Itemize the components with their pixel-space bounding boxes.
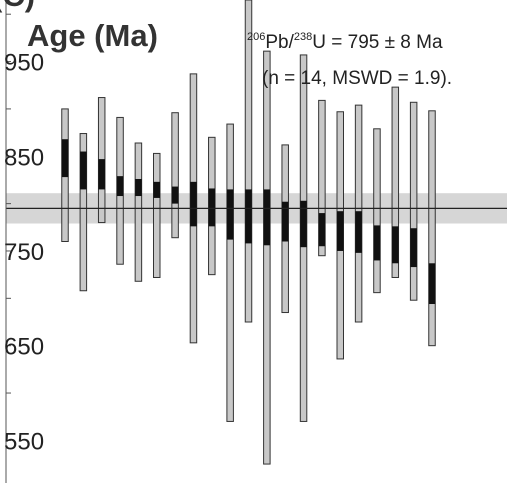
error-bar-inner — [318, 213, 326, 247]
y-tick-label: 950 — [4, 50, 44, 77]
error-bar-inner — [98, 159, 105, 190]
error-bar-inner — [392, 226, 399, 264]
y-tick-label: 850 — [4, 144, 44, 171]
panel-label-partial: (C) — [0, 0, 35, 13]
error-bar-outer — [79, 133, 88, 292]
y-axis: 550 650 750 850 950 — [4, 0, 44, 483]
error-bar-inner — [281, 201, 289, 242]
error-bar-inner — [428, 263, 436, 305]
error-bar-inner — [61, 139, 69, 178]
error-bar-outer — [244, 0, 253, 323]
error-bar-outer — [391, 86, 400, 278]
error-bar-outer — [263, 50, 271, 465]
error-bar-inner — [208, 188, 216, 227]
error-bar-outer — [409, 101, 418, 301]
annotation-line-2: (n = 14, MSWD = 1.9). — [262, 68, 452, 89]
error-bar-inner — [410, 228, 417, 268]
error-bar-inner — [263, 189, 271, 246]
annotation-sup-238: 238 — [294, 31, 312, 43]
error-bar-inner — [116, 176, 124, 197]
error-bar-inner — [245, 189, 252, 244]
error-bar-inner — [226, 189, 234, 240]
error-bar-inner — [373, 225, 381, 261]
annotation-line-1: 206Pb/238U = 795 ± 8 Ma — [247, 31, 443, 53]
error-bar-outer — [153, 152, 161, 278]
error-bar-inner — [300, 200, 307, 248]
annotation-age-text: U = 795 ± 8 Ma — [312, 32, 443, 53]
y-tick-label: 550 — [4, 428, 44, 455]
y-tick-label: 750 — [4, 239, 44, 266]
error-bar-inner — [355, 211, 362, 253]
error-bar-inner — [153, 181, 160, 198]
error-bar-outer — [171, 112, 179, 239]
y-tick-label: 650 — [4, 334, 44, 361]
error-bar-outer — [226, 123, 234, 422]
error-bar-outer — [134, 142, 143, 282]
error-bars-layer — [61, 0, 436, 465]
error-bar-inner — [190, 181, 197, 227]
annotation-sup-206: 206 — [247, 31, 265, 43]
error-bar-inner — [337, 211, 344, 251]
error-bar-outer — [318, 99, 326, 257]
error-bar-inner — [80, 151, 87, 190]
y-axis-title: Age (Ma) — [27, 18, 158, 53]
error-bar-inner — [171, 186, 179, 204]
error-bar-outer — [428, 110, 436, 347]
error-bar-inner — [135, 178, 142, 197]
annotation-pb: Pb/ — [265, 32, 294, 53]
error-bar-outer — [373, 128, 381, 294]
